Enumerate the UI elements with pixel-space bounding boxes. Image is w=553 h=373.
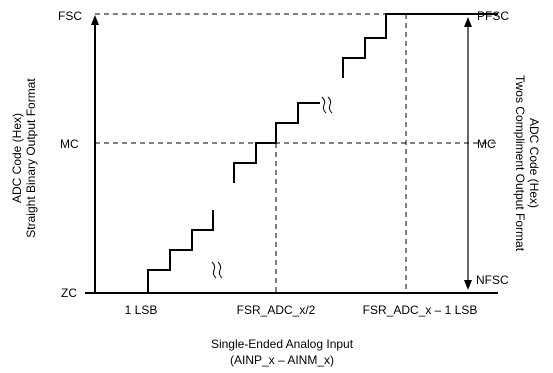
level-label-mc-right: MC bbox=[477, 137, 496, 151]
left-axis-title: ADC Code (Hex) Straight Binary Output Fo… bbox=[10, 78, 38, 238]
level-label-nfsc: NFSC bbox=[476, 273, 509, 287]
right-axis-title: ADC Code (Hex) Twos Compliment Output Fo… bbox=[513, 75, 541, 252]
svg-text:Twos Compliment Output Format: Twos Compliment Output Format bbox=[513, 75, 527, 252]
x-axis-title-line2: (AINP_x – AINM_x) bbox=[230, 353, 334, 367]
level-label-fsc: FSC bbox=[58, 9, 82, 23]
svg-text:Straight Binary Output Format: Straight Binary Output Format bbox=[24, 78, 38, 238]
x-tick-half-fsr: FSR_ADC_x/2 bbox=[237, 303, 316, 317]
level-label-zc: ZC bbox=[61, 286, 77, 300]
x-tick-fsr-minus-lsb: FSR_ADC_x – 1 LSB bbox=[363, 303, 478, 317]
x-axis-title-line1: Single-Ended Analog Input bbox=[211, 337, 354, 351]
svg-text:ADC Code (Hex): ADC Code (Hex) bbox=[527, 118, 541, 208]
transfer-staircase bbox=[95, 13, 498, 294]
level-label-mc-left: MC bbox=[60, 137, 79, 151]
break-symbol-lower bbox=[211, 261, 223, 279]
dashed-guides bbox=[95, 13, 498, 293]
x-tick-1-lsb: 1 LSB bbox=[125, 303, 158, 317]
svg-text:ADC Code (Hex): ADC Code (Hex) bbox=[10, 113, 24, 203]
break-symbol-upper bbox=[321, 96, 333, 114]
level-label-pfsc: PFSC bbox=[477, 9, 509, 23]
